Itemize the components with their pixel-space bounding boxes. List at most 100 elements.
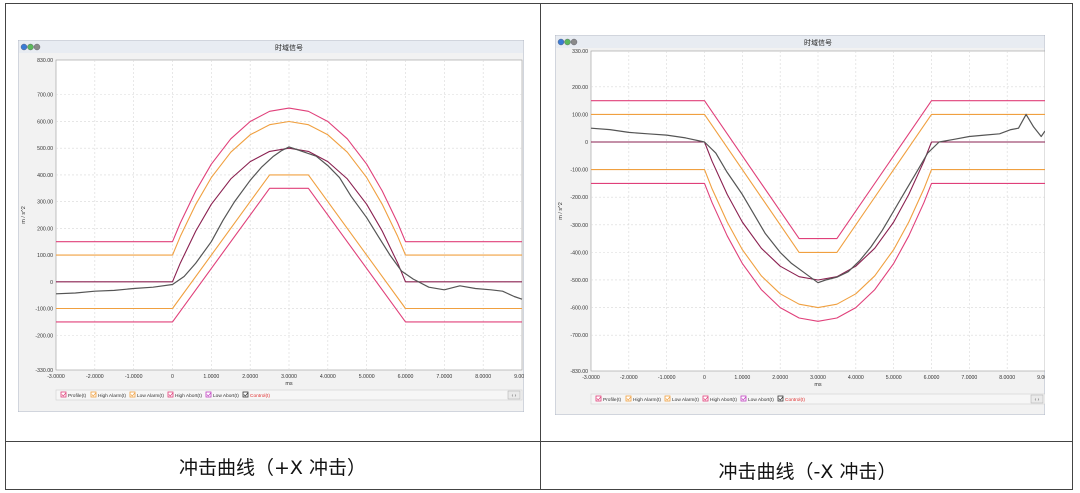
x-tick-label: 0 [171, 374, 174, 380]
series-line-low-alarm [591, 169, 1045, 309]
series-line-profile [591, 141, 1045, 281]
legend-check-icon [243, 392, 249, 397]
table-divider-horizontal [5, 441, 1073, 442]
x-tick-label: -1.0000 [658, 375, 676, 381]
x-tick-label: 9.0000 [514, 374, 524, 380]
series-line-high-abort [591, 100, 1045, 240]
series-line-high-abort [56, 107, 522, 243]
y-tick-label: -200.00 [570, 195, 588, 201]
legend-checkbox-icon [60, 391, 67, 398]
y-axis-label: m / s^2 [21, 206, 27, 224]
chart-svg: 时域信号 -3.0000 -2.0000 -1.0000 0 1.0000 2.0000 3.… [18, 40, 524, 412]
legend-scroll-button [1030, 394, 1044, 404]
y-tick-label: 700.00 [37, 93, 53, 99]
window-maximize-icon [27, 43, 34, 51]
series-line-control [590, 113, 1045, 284]
legend-check-icon [206, 392, 212, 397]
window-maximize-icon [564, 38, 571, 46]
y-tick-label: 100.00 [572, 112, 588, 118]
legend-label: Profile(t) [68, 393, 87, 399]
x-tick-label: 7.0000 [961, 375, 977, 381]
legend-label: Low Abort(t) [748, 397, 774, 403]
legend-label: High Abort(t) [175, 393, 202, 399]
legend-label: High Abort(t) [710, 397, 737, 403]
x-tick-label: 7.0000 [436, 374, 452, 380]
legend-bar [55, 389, 523, 401]
legend-label: High Alarm(t) [98, 393, 126, 399]
x-tick-label: -3.0000 [47, 374, 65, 380]
legend-checkbox-icon [167, 391, 174, 398]
chart-title: 时域信号 [275, 43, 303, 52]
chart-minus-x: 时域信号 -3.0000 -2.0000 -1.0000 0 1.0000 2.0000 3.… [555, 35, 1045, 415]
table-frame [5, 3, 1073, 490]
legend-check-icon [741, 396, 747, 401]
y-tick-label: -700.00 [570, 333, 588, 339]
series-line-low-abort [591, 182, 1045, 322]
window-close-icon [570, 38, 578, 46]
chart-svg: 时域信号 -3.0000 -2.0000 -1.0000 0 1.0000 2.0000 3.… [555, 35, 1045, 415]
legend-checkbox-icon [129, 391, 136, 398]
series-line-profile [56, 147, 522, 283]
x-tick-label: -3.0000 [582, 375, 600, 381]
legend-checkbox-icon [702, 395, 709, 402]
x-tick-label: -2.0000 [86, 374, 104, 380]
y-tick-label: -500.00 [570, 278, 588, 284]
legend-check-icon [130, 392, 136, 397]
x-axis-label: ms [285, 381, 293, 387]
legend-check-icon [665, 396, 671, 401]
legend-check-icon [626, 396, 632, 401]
y-tick-label: 200.00 [572, 85, 588, 91]
y-tick-label: 600.00 [37, 119, 53, 125]
y-tick-label: 0 [585, 140, 588, 146]
legend-check-icon [778, 396, 784, 401]
legend-checkbox-icon [777, 395, 784, 402]
y-tick-label: 330.00 [572, 49, 588, 55]
chart-plus-x: 时域信号 -3.0000 -2.0000 -1.0000 0 1.0000 2.0000 3.… [18, 40, 524, 412]
legend-check-icon [703, 396, 709, 401]
legend-checkbox-icon [205, 391, 212, 398]
y-tick-label: -330.00 [35, 368, 53, 374]
x-tick-label: 4.0000 [848, 375, 864, 381]
y-tick-label: 500.00 [37, 146, 53, 152]
y-tick-label: 300.00 [37, 200, 53, 206]
x-tick-label: 6.0000 [398, 374, 414, 380]
x-tick-label: 8.0000 [475, 374, 491, 380]
table-divider-vertical [540, 3, 541, 490]
plot-area [55, 59, 523, 371]
legend-checkbox-icon [625, 395, 632, 402]
legend-check-icon [596, 396, 602, 401]
x-tick-label: 1.0000 [203, 374, 219, 380]
chart-title: 时域信号 [804, 38, 832, 47]
legend-label: Low Alarm(t) [672, 397, 699, 403]
series-line-high-alarm [591, 113, 1045, 253]
y-tick-label: -300.00 [570, 223, 588, 229]
legend-checkbox-icon [595, 395, 602, 402]
legend-label: Control(t) [250, 393, 270, 399]
x-tick-label: 5.0000 [359, 374, 375, 380]
legend-checkbox-icon [90, 391, 97, 398]
legend-label: Profile(t) [603, 397, 622, 403]
x-tick-label: 2.0000 [772, 375, 788, 381]
x-tick-label: 8.0000 [999, 375, 1015, 381]
y-tick-label: 400.00 [37, 173, 53, 179]
x-tick-label: 9.0000 [1037, 375, 1045, 381]
legend-label: Low Alarm(t) [137, 393, 164, 399]
window-close-icon [33, 43, 41, 51]
series-line-low-abort [56, 187, 522, 323]
x-tick-label: 5.0000 [886, 375, 902, 381]
legend-checkbox-icon [740, 395, 747, 402]
legend-checkbox-icon [664, 395, 671, 402]
legend-label: Low Abort(t) [213, 393, 239, 399]
x-tick-label: 1.0000 [734, 375, 750, 381]
x-tick-label: 3.0000 [810, 375, 826, 381]
y-tick-label: -100.00 [35, 307, 53, 313]
y-tick-label: 100.00 [37, 253, 53, 259]
x-tick-label: -1.0000 [125, 374, 143, 380]
series-line-low-alarm [56, 174, 522, 310]
y-tick-label: 200.00 [37, 226, 53, 232]
legend-scroll-arrows-icon: ‹ › [512, 393, 517, 399]
y-tick-label: -200.00 [35, 333, 53, 339]
window-titlebar [556, 36, 1044, 48]
window-titlebar [19, 41, 523, 53]
legend-check-icon [61, 392, 67, 397]
